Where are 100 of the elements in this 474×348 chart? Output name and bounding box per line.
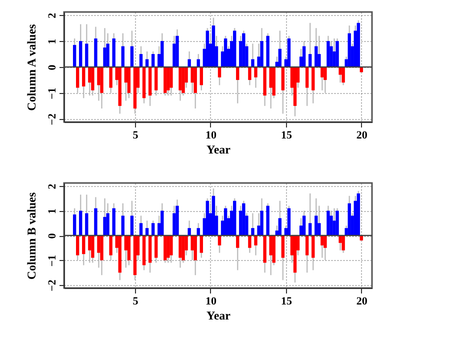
y-axis-title: Column A values <box>24 24 38 111</box>
bar <box>118 67 122 106</box>
y-tick-label: 0 <box>46 232 58 239</box>
bar <box>112 208 116 236</box>
bar <box>154 236 158 258</box>
bar <box>242 33 246 67</box>
bar <box>139 54 143 67</box>
bar <box>127 236 131 260</box>
bar <box>103 48 106 67</box>
bar <box>348 33 351 67</box>
x-tick-label: 20 <box>356 296 368 308</box>
bar <box>266 36 270 67</box>
bar <box>251 228 254 236</box>
bar <box>85 44 88 67</box>
bar <box>260 210 264 236</box>
bar <box>242 203 246 236</box>
bar <box>72 214 76 236</box>
bar <box>164 67 167 93</box>
x-tick-label: 10 <box>205 296 217 308</box>
bar <box>160 41 164 67</box>
x-tick-label: 5 <box>132 296 139 308</box>
bar <box>224 208 228 236</box>
bar <box>160 210 164 236</box>
bar <box>218 67 222 78</box>
x-tick-label: 5 <box>132 130 139 142</box>
bar <box>91 236 94 258</box>
bar <box>302 46 306 67</box>
bar <box>79 210 82 236</box>
bar <box>130 216 134 236</box>
bar <box>263 236 266 263</box>
bar <box>254 67 258 78</box>
bar <box>356 193 360 236</box>
x-axis-title: Year <box>206 142 232 156</box>
x-axis-title: Year <box>206 308 232 322</box>
bar <box>139 223 143 236</box>
y-tick-label: 1 <box>46 38 58 44</box>
bar <box>320 67 324 78</box>
bar <box>176 36 179 67</box>
y-tick-label: −2 <box>46 279 58 292</box>
bar <box>248 236 252 248</box>
bar <box>91 67 94 90</box>
bar <box>188 59 191 67</box>
bar <box>293 67 297 106</box>
bar <box>236 67 240 80</box>
bar <box>336 210 339 236</box>
bar <box>308 54 312 67</box>
bar <box>312 236 315 258</box>
bar <box>109 67 112 88</box>
bar <box>133 236 137 276</box>
bar <box>342 67 345 83</box>
bar <box>342 236 345 250</box>
bar <box>266 206 270 236</box>
bar <box>200 67 203 86</box>
bar <box>308 223 312 236</box>
bar <box>151 223 155 236</box>
bar <box>76 236 80 256</box>
bar <box>233 200 236 236</box>
bar <box>142 67 146 98</box>
bar <box>142 236 146 266</box>
bar <box>121 216 124 236</box>
y-tick-label: −1 <box>46 88 58 100</box>
bar <box>148 236 152 263</box>
bar <box>336 41 339 67</box>
bar <box>200 236 203 253</box>
bar <box>212 196 216 236</box>
bar <box>305 67 309 88</box>
bar <box>278 48 282 67</box>
bar <box>326 41 330 67</box>
bar <box>196 59 200 67</box>
bar <box>302 216 306 236</box>
bar <box>254 236 258 246</box>
bar <box>109 236 112 256</box>
bar <box>76 67 80 88</box>
bar <box>121 46 124 67</box>
bar <box>100 236 104 260</box>
bar <box>314 216 318 236</box>
bar <box>145 59 149 67</box>
y-tick-label: −1 <box>46 254 58 267</box>
bar <box>356 22 360 67</box>
y-tick-label: 0 <box>46 64 58 70</box>
bar <box>72 44 76 67</box>
bar <box>100 67 104 93</box>
bar <box>182 236 185 260</box>
x-tick-label: 20 <box>356 130 368 142</box>
bar <box>260 41 264 67</box>
bar <box>293 236 297 273</box>
bar <box>103 216 106 236</box>
y-tick-label: 2 <box>46 12 58 18</box>
y-tick-label: −2 <box>46 113 58 126</box>
bar <box>82 236 86 254</box>
bar <box>281 67 285 90</box>
bar <box>278 218 282 236</box>
bar <box>281 236 285 258</box>
bar <box>194 67 197 93</box>
bar <box>248 67 252 80</box>
bar <box>212 25 216 67</box>
bar <box>148 67 152 96</box>
bar <box>164 236 167 260</box>
bar <box>287 208 291 236</box>
bar <box>272 236 276 263</box>
